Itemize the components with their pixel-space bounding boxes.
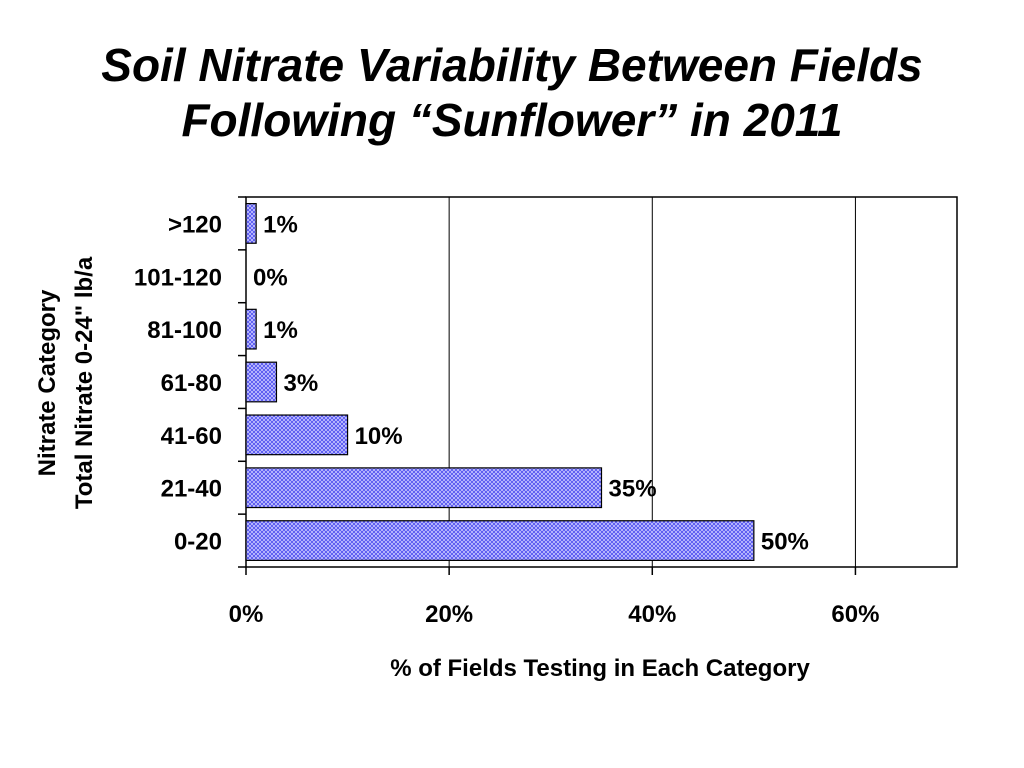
- x-tick-label-3: 60%: [831, 601, 879, 628]
- chart-title-line-1: Soil Nitrate Variability Between Fields: [101, 39, 923, 91]
- chart-title-line-2: Following “Sunflower” in 2011: [181, 94, 843, 146]
- y-axis-title-line-2: Total Nitrate 0-24" lb/a: [71, 256, 98, 509]
- data-label-41-60: 10%: [355, 423, 403, 450]
- data-label->120: 1%: [263, 211, 298, 238]
- y-tick-label-1: 101-120: [134, 264, 222, 291]
- chart-title: Soil Nitrate Variability Between Fields …: [0, 38, 1024, 148]
- plot-area: 0% 20% 40% 60% >120 1% 101-120 0% 81-100 1% 61-80 3…: [134, 196, 958, 628]
- data-label-81-100: 1%: [263, 317, 298, 344]
- bar-0-20: [245, 520, 755, 561]
- y-tick-label-0: >120: [168, 211, 222, 238]
- bar-21-40: [245, 467, 603, 509]
- y-tick-label-4: 41-60: [161, 423, 222, 450]
- x-tick-label-2: 40%: [628, 601, 676, 628]
- bar->120: [245, 203, 257, 244]
- x-axis-title: % of Fields Testing in Each Category: [390, 655, 810, 682]
- data-label-101-120: 0%: [253, 264, 288, 291]
- plot-border: [245, 196, 958, 568]
- y-axis-title-line-1: Nitrate Category: [34, 289, 61, 476]
- data-label-61-80: 3%: [283, 370, 318, 397]
- bar-81-100: [245, 308, 257, 350]
- y-tick-label-2: 81-100: [147, 317, 222, 344]
- y-tick-label-5: 21-40: [161, 476, 222, 503]
- y-tick-label-6: 0-20: [174, 529, 222, 556]
- x-tick-label-1: 20%: [425, 601, 473, 628]
- bar-61-80: [245, 361, 278, 403]
- data-label-0-20: 50%: [761, 529, 809, 556]
- x-tick-label-0: 0%: [229, 601, 264, 628]
- y-tick-label-3: 61-80: [161, 370, 222, 397]
- data-label-21-40: 35%: [609, 476, 657, 503]
- bar-41-60: [245, 414, 349, 456]
